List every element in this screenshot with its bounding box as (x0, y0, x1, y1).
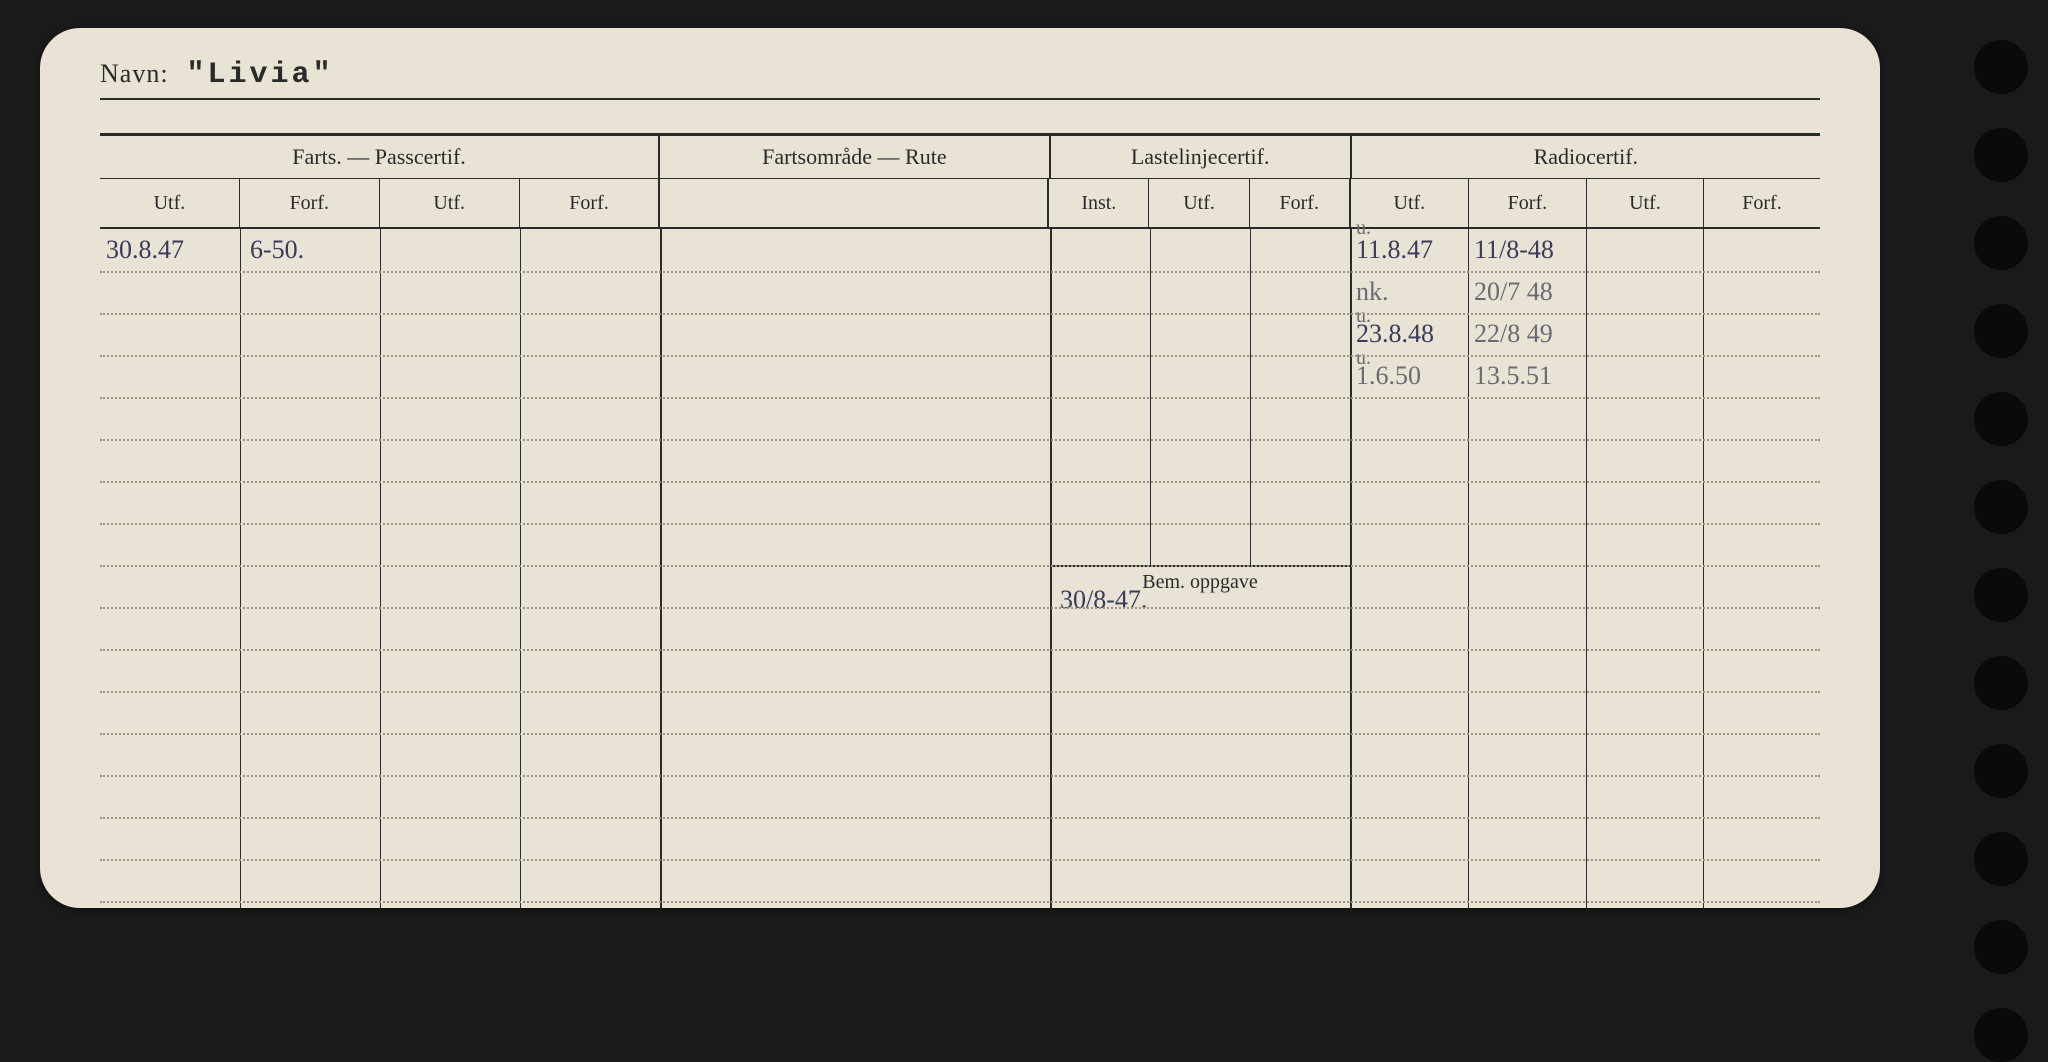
navn-label: Navn: (100, 59, 169, 89)
sub-farts-utf2: Utf. (379, 179, 519, 227)
vline (660, 229, 662, 909)
radio-forf-entry: 22/8 49 (1474, 319, 1553, 349)
farts-utf-entry: 30.8.47 (106, 235, 184, 265)
dotted-row (100, 397, 1820, 399)
header-line: Navn: "Livia" (100, 58, 334, 92)
vline (380, 229, 381, 909)
sub-radio-utf2: Utf. (1586, 179, 1703, 227)
vline (1468, 229, 1469, 909)
radio-utf-entry: 1.6.50 (1356, 361, 1421, 391)
index-card: Navn: "Livia" Farts. — Passcertif. Farts… (40, 28, 1880, 908)
sub-radio-forf2: Forf. (1703, 179, 1820, 227)
vline (240, 229, 241, 909)
sub-laste-inst: Inst. (1047, 179, 1148, 227)
binder-hole (1974, 744, 2028, 798)
sub-headers-row: Utf. Forf. Utf. Forf. Inst. Utf. Forf. U… (100, 179, 1820, 229)
dotted-row (100, 733, 1820, 735)
bem-value: 30/8-47. (1060, 585, 1147, 615)
dotted-row (100, 271, 1820, 273)
vline (520, 229, 521, 909)
dotted-row (100, 775, 1820, 777)
table-body: Bem. oppgave 30.8.47 6-50. u. 11.8.47 11… (100, 229, 1820, 909)
dotted-row (100, 313, 1820, 315)
navn-value: "Livia" (187, 58, 334, 92)
dotted-row (100, 481, 1820, 483)
vline (1586, 229, 1587, 909)
radio-forf-entry: 13.5.51 (1474, 361, 1552, 391)
binder-hole (1974, 40, 2028, 94)
farts-forf-entry: 6-50. (250, 235, 304, 265)
dotted-row (100, 607, 1820, 609)
vline (1350, 229, 1352, 909)
binder-hole (1974, 568, 2028, 622)
vline (1703, 229, 1704, 909)
binder-hole (1974, 1008, 2028, 1062)
binder-hole (1974, 392, 2028, 446)
binder-hole (1974, 480, 2028, 534)
dotted-row (100, 565, 1820, 567)
binder-hole (1974, 920, 2028, 974)
table-area: Farts. — Passcertif. Fartsområde — Rute … (100, 136, 1820, 909)
section-laste: Lastelinjecertif. (1049, 136, 1350, 178)
dotted-row (100, 523, 1820, 525)
section-radio: Radiocertif. (1350, 136, 1820, 178)
sub-farts-forf2: Forf. (519, 179, 659, 227)
sub-farts-utf1: Utf. (100, 179, 239, 227)
radio-utf-entry: 23.8.48 (1356, 319, 1434, 349)
sub-radio-forf1: Forf. (1468, 179, 1586, 227)
radio-utf-entry: nk. (1356, 277, 1389, 307)
binder-hole (1974, 656, 2028, 710)
navn-underline (100, 98, 1820, 100)
binder-hole (1974, 128, 2028, 182)
radio-forf-entry: 11/8-48 (1474, 235, 1554, 265)
sub-laste-forf: Forf. (1249, 179, 1349, 227)
section-farts: Farts. — Passcertif. (100, 144, 658, 170)
radio-forf-entry: 20/7 48 (1474, 277, 1553, 307)
dotted-row (100, 901, 1820, 903)
dotted-row (100, 439, 1820, 441)
dotted-row (100, 859, 1820, 861)
sub-laste-utf: Utf. (1148, 179, 1248, 227)
radio-utf-entry: 11.8.47 (1356, 235, 1433, 265)
dotted-row (100, 817, 1820, 819)
dotted-row (100, 649, 1820, 651)
sub-rute-blank (658, 179, 1047, 227)
binder-hole (1974, 304, 2028, 358)
binder-hole (1974, 832, 2028, 886)
section-rute: Fartsområde — Rute (658, 136, 1049, 178)
binder-holes (1974, 40, 2028, 1062)
dotted-row (100, 355, 1820, 357)
dotted-row (100, 691, 1820, 693)
section-headers-row: Farts. — Passcertif. Fartsområde — Rute … (100, 136, 1820, 179)
binder-hole (1974, 216, 2028, 270)
sub-farts-forf1: Forf. (239, 179, 379, 227)
